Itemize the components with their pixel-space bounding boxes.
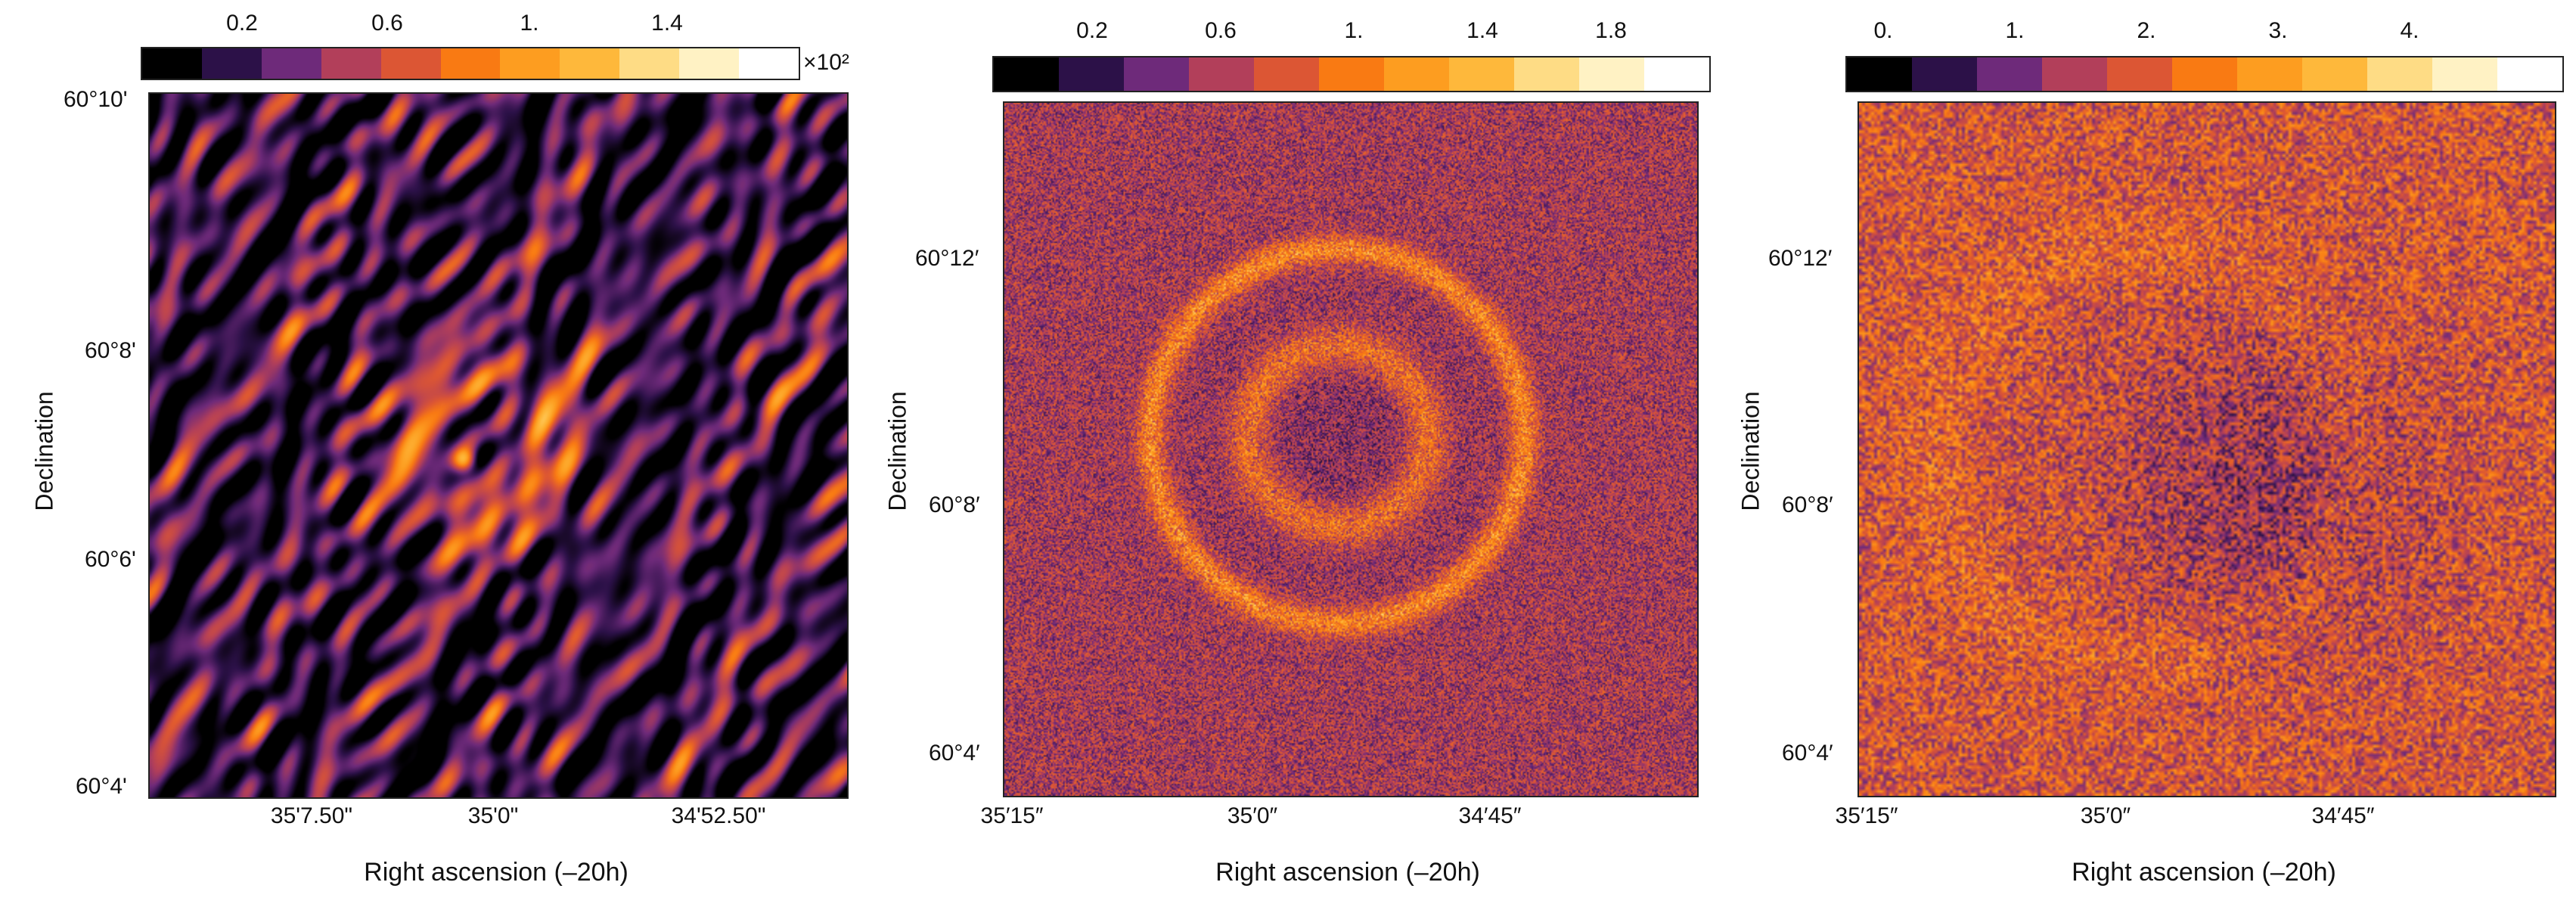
x-tick-label: 35'7.50" — [270, 803, 353, 828]
colorbar-swatch — [1847, 57, 1912, 91]
colorbar-tick: 1. — [1344, 18, 1364, 43]
y-tick-label: 60°6' — [85, 547, 136, 572]
x-tick-label: 34'52.50" — [671, 803, 766, 828]
colorbar-swatch — [2042, 57, 2107, 91]
colorbar-swatch — [1912, 57, 1977, 91]
colorbar-tick: 4. — [2400, 18, 2419, 43]
colorbar-swatch — [500, 48, 560, 79]
colorbar-right — [1845, 56, 2564, 92]
y-tick-label: 60°8′ — [1782, 492, 1833, 517]
colorbar-tick: 3. — [2268, 18, 2288, 43]
y-tick-label: 60°12′ — [915, 246, 979, 271]
colorbar-tick: 0. — [1873, 18, 1893, 43]
colorbar-swatch — [2497, 57, 2562, 91]
colorbar-swatch — [1579, 57, 1644, 91]
x-tick-label: 34′45″ — [1458, 803, 1522, 828]
y-tick-label: 60°10' — [64, 87, 128, 112]
colorbar-tick: 0.6 — [1205, 18, 1237, 43]
y-axis-label: Declination — [30, 391, 58, 511]
colorbar-swatch — [1254, 57, 1319, 91]
colorbar-left — [141, 47, 800, 80]
colorbar-tick: 1.8 — [1595, 18, 1627, 43]
y-tick-label: 60°8′ — [929, 492, 980, 517]
x-axis-label: Right ascension (–20h) — [1215, 858, 1480, 887]
colorbar-swatch — [1189, 57, 1254, 91]
colorbar-swatch — [1319, 57, 1384, 91]
y-tick-label: 60°4' — [76, 774, 127, 799]
colorbar-swatch — [560, 48, 620, 79]
x-tick-label: 35′0″ — [1227, 803, 1278, 828]
x-tick-label: 35'0" — [467, 803, 519, 828]
colorbar-tick: 1. — [520, 11, 539, 36]
colorbar-tick: 1. — [2005, 18, 2025, 43]
colorbar-swatch — [679, 48, 740, 79]
colorbar-swatch — [619, 48, 680, 79]
y-tick-label: 60°8' — [85, 338, 136, 363]
colorbar-swatch — [1514, 57, 1579, 91]
y-tick-label: 60°12′ — [1768, 246, 1833, 271]
sky-image-speckle — [1858, 101, 2556, 797]
colorbar-swatch — [1977, 57, 2042, 91]
colorbar-swatch — [739, 48, 799, 79]
colorbar-tick: 0.6 — [371, 11, 403, 36]
colorbar-swatch — [2237, 57, 2302, 91]
colorbar-swatch — [1644, 57, 1709, 91]
colorbar-tick: 2. — [2137, 18, 2156, 43]
x-axis-label: Right ascension (–20h) — [2072, 858, 2336, 887]
colorbar-tick: 1.4 — [1466, 18, 1498, 43]
x-tick-label: 34′45″ — [2311, 803, 2375, 828]
x-axis-label: Right ascension (–20h) — [364, 858, 628, 887]
colorbar-swatch — [1124, 57, 1189, 91]
colorbar-swatch — [440, 48, 501, 79]
colorbar-middle — [992, 56, 1711, 92]
colorbar-swatch — [1384, 57, 1449, 91]
colorbar-swatch — [142, 48, 202, 79]
colorbar-swatch — [2107, 57, 2172, 91]
sky-image-smooth — [148, 92, 849, 799]
colorbar-multiplier: ×10² — [803, 50, 849, 75]
colorbar-swatch — [321, 48, 381, 79]
y-axis-label: Declination — [1736, 391, 1764, 511]
colorbar-swatch — [1059, 57, 1124, 91]
colorbar-swatch — [2432, 57, 2497, 91]
y-tick-label: 60°4′ — [929, 741, 980, 766]
y-tick-label: 60°4′ — [1782, 741, 1833, 766]
x-tick-label: 35′15″ — [1835, 803, 1898, 828]
colorbar-swatch — [201, 48, 262, 79]
colorbar-swatch — [261, 48, 321, 79]
colorbar-swatch — [380, 48, 441, 79]
colorbar-tick: 0.2 — [1076, 18, 1108, 43]
colorbar-swatch — [2302, 57, 2367, 91]
x-tick-label: 35′0″ — [2080, 803, 2131, 828]
colorbar-tick: 0.2 — [226, 11, 258, 36]
sky-image-noisy — [1003, 101, 1699, 797]
colorbar-swatch — [2367, 57, 2432, 91]
colorbar-tick: 1.4 — [651, 11, 683, 36]
x-tick-label: 35′15″ — [980, 803, 1044, 828]
colorbar-swatch — [1449, 57, 1514, 91]
y-axis-label: Declination — [883, 391, 911, 511]
colorbar-swatch — [994, 57, 1059, 91]
colorbar-swatch — [2172, 57, 2237, 91]
